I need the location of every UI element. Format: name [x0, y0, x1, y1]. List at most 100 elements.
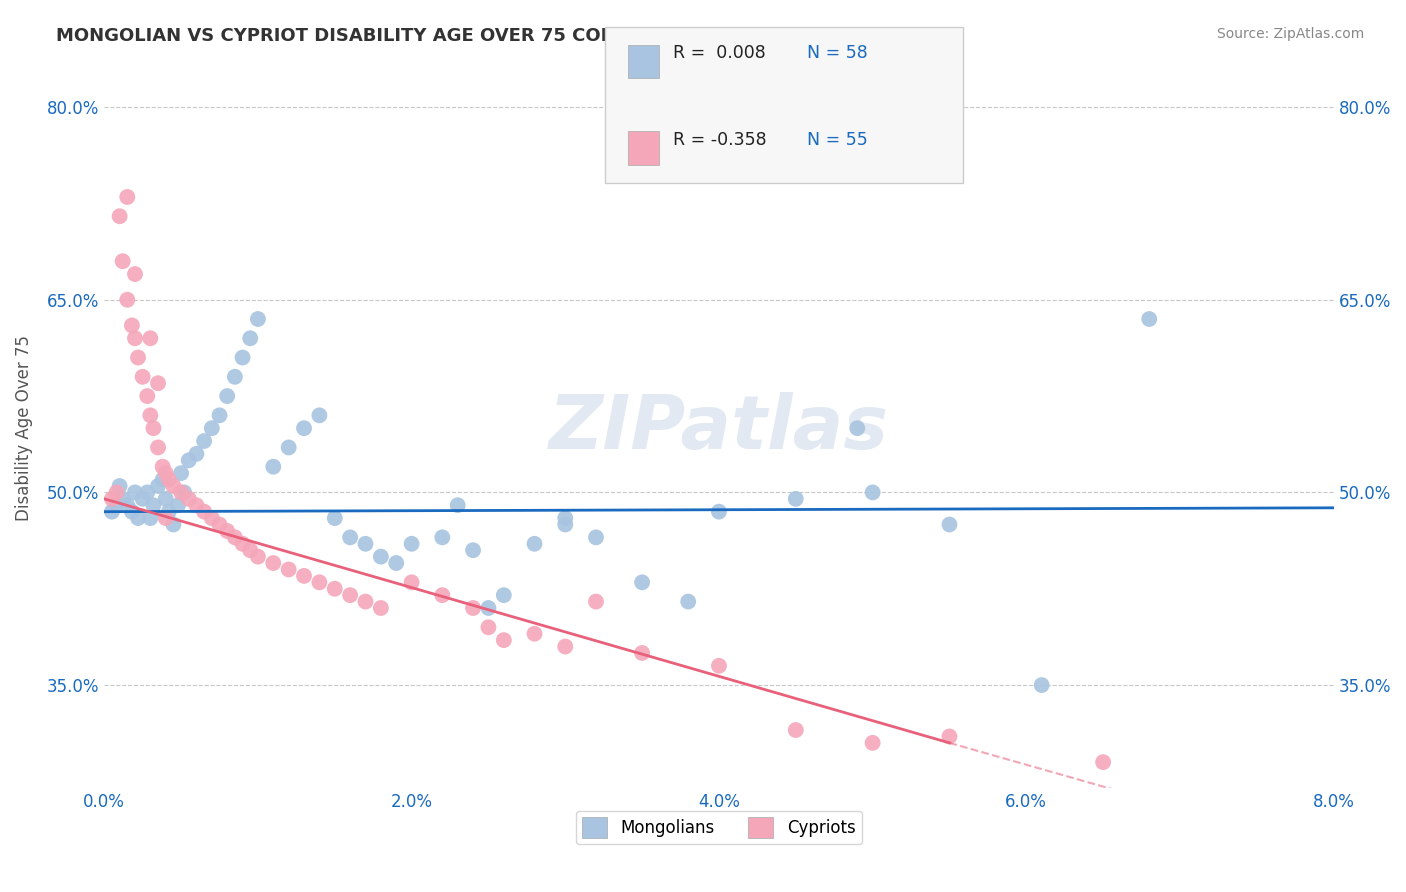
Point — [170, 466, 193, 480]
Point — [631, 646, 654, 660]
Point — [862, 485, 884, 500]
Point — [292, 569, 315, 583]
Point — [554, 517, 576, 532]
Point — [136, 485, 159, 500]
Point — [938, 730, 960, 744]
Point — [339, 588, 361, 602]
Point — [155, 466, 177, 480]
Point — [938, 517, 960, 532]
Point — [121, 505, 143, 519]
Point — [162, 479, 184, 493]
Point — [707, 505, 730, 519]
Point — [127, 511, 149, 525]
Point — [432, 530, 454, 544]
Point — [308, 575, 330, 590]
Point — [124, 331, 146, 345]
Point — [111, 491, 134, 506]
Point — [1092, 755, 1115, 769]
Point — [108, 209, 131, 223]
Point — [131, 491, 153, 506]
Point — [167, 498, 190, 512]
Point — [117, 293, 139, 307]
Point — [124, 485, 146, 500]
Point — [108, 479, 131, 493]
Point — [111, 254, 134, 268]
Point — [186, 498, 208, 512]
Point — [177, 491, 200, 506]
Text: MONGOLIAN VS CYPRIOT DISABILITY AGE OVER 75 CORRELATION CHART: MONGOLIAN VS CYPRIOT DISABILITY AGE OVER… — [56, 27, 787, 45]
Text: ZIPatlas: ZIPatlas — [548, 392, 889, 465]
Point — [862, 736, 884, 750]
Point — [146, 479, 169, 493]
Point — [461, 601, 484, 615]
Point — [157, 473, 180, 487]
Point — [162, 517, 184, 532]
Point — [277, 562, 299, 576]
Point — [239, 331, 262, 345]
Point — [177, 453, 200, 467]
Point — [152, 459, 174, 474]
Point — [105, 485, 128, 500]
Point — [401, 537, 423, 551]
Point — [846, 421, 869, 435]
Point — [339, 530, 361, 544]
Point — [492, 588, 515, 602]
Point — [585, 594, 607, 608]
Point — [461, 543, 484, 558]
Point — [585, 530, 607, 544]
Point — [631, 575, 654, 590]
Point — [554, 511, 576, 525]
Point — [217, 389, 239, 403]
Point — [785, 491, 807, 506]
Point — [676, 594, 699, 608]
Point — [370, 549, 392, 564]
Point — [208, 517, 231, 532]
Point — [121, 318, 143, 333]
Point — [136, 389, 159, 403]
Point — [201, 421, 224, 435]
Point — [146, 376, 169, 391]
Point — [170, 485, 193, 500]
Point — [523, 626, 546, 640]
Point — [492, 633, 515, 648]
Point — [186, 447, 208, 461]
Point — [707, 658, 730, 673]
Point — [201, 511, 224, 525]
Point — [554, 640, 576, 654]
Text: R = -0.358: R = -0.358 — [673, 130, 768, 149]
Text: Source: ZipAtlas.com: Source: ZipAtlas.com — [1216, 27, 1364, 41]
Point — [105, 498, 128, 512]
Point — [239, 543, 262, 558]
Point — [1031, 678, 1053, 692]
Point — [354, 537, 377, 551]
Point — [292, 421, 315, 435]
Point — [308, 409, 330, 423]
Point — [447, 498, 470, 512]
Point — [173, 485, 195, 500]
Point — [246, 312, 269, 326]
Point — [131, 369, 153, 384]
Point — [323, 582, 346, 596]
Point — [401, 575, 423, 590]
Point — [477, 601, 499, 615]
Point — [193, 434, 215, 448]
Point — [323, 511, 346, 525]
Point — [224, 369, 246, 384]
Point — [152, 473, 174, 487]
Point — [246, 549, 269, 564]
Point — [262, 459, 284, 474]
Point — [142, 421, 165, 435]
Point — [139, 409, 162, 423]
Y-axis label: Disability Age Over 75: Disability Age Over 75 — [15, 335, 32, 521]
Point — [117, 498, 139, 512]
Point — [523, 537, 546, 551]
Point — [139, 511, 162, 525]
Point — [124, 267, 146, 281]
Point — [370, 601, 392, 615]
Point — [155, 511, 177, 525]
Point — [232, 351, 254, 365]
Point — [224, 530, 246, 544]
Point — [385, 556, 408, 570]
Point — [262, 556, 284, 570]
Point — [232, 537, 254, 551]
